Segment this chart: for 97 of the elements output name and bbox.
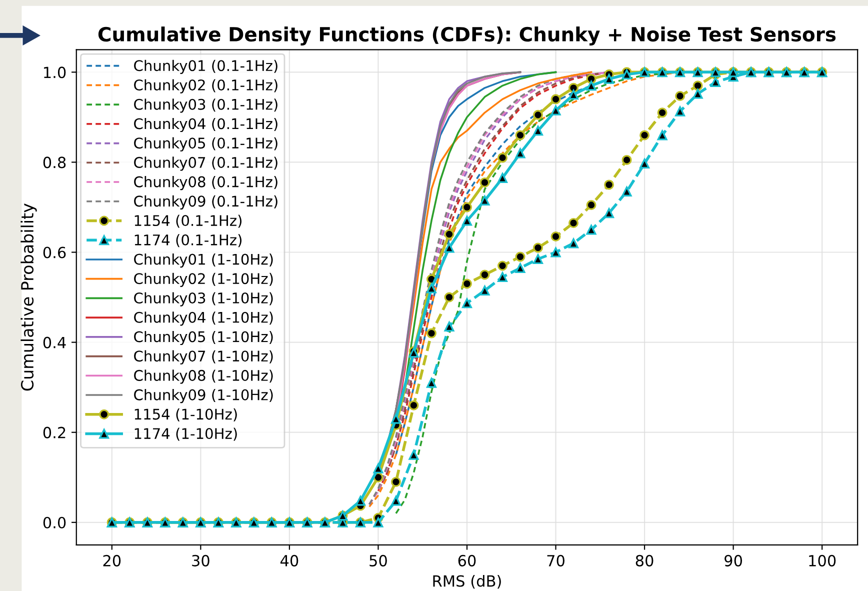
y-tick-label: 0.4 — [43, 336, 66, 348]
point — [515, 148, 526, 158]
point — [692, 80, 703, 91]
legend-label: Chunky09 (1-10Hz) — [134, 389, 273, 404]
point — [533, 110, 544, 120]
point — [373, 517, 384, 528]
point — [390, 414, 401, 424]
point — [622, 186, 632, 196]
point — [480, 177, 490, 188]
point — [408, 400, 419, 410]
x-tick-label: 60 — [458, 554, 476, 566]
y-tick-label: 0.6 — [43, 246, 66, 258]
x-axis-title: RMS (dB) — [433, 574, 501, 589]
point — [640, 130, 650, 140]
point — [586, 80, 596, 91]
x-tick-label: 100 — [809, 554, 836, 566]
point — [462, 278, 472, 289]
point — [550, 231, 561, 242]
legend-label: Chunky09 (0.1-1Hz) — [134, 195, 278, 210]
legend-label: Chunky05 (0.1-1Hz) — [134, 137, 278, 152]
point — [586, 224, 596, 235]
point — [692, 88, 703, 99]
x-tick-label: 30 — [192, 554, 210, 566]
point — [710, 77, 721, 88]
point — [444, 229, 454, 240]
point — [675, 106, 686, 116]
point — [515, 130, 526, 140]
y-tick-label: 0.0 — [43, 516, 66, 528]
point — [480, 270, 490, 280]
point — [497, 260, 508, 271]
point — [426, 378, 436, 388]
legend-label: Chunky01 (0.1-1Hz) — [134, 60, 278, 74]
legend-label: Chunky04 (0.1-1Hz) — [134, 118, 278, 132]
point — [604, 74, 614, 84]
x-tick-label: 50 — [370, 554, 387, 566]
point — [586, 200, 596, 210]
point — [497, 272, 508, 282]
y-tick-label: 0.2 — [43, 426, 66, 438]
legend-label: Chunky01 (1-10Hz) — [134, 253, 273, 268]
point — [550, 94, 561, 104]
point — [444, 292, 454, 302]
legend-label: Chunky08 (0.1-1Hz) — [134, 176, 278, 190]
legend-label: 1154 (1-10Hz) — [134, 408, 237, 422]
legend-label: Chunky04 (1-10Hz) — [134, 312, 273, 326]
point — [355, 496, 366, 506]
legend-label: 1174 (0.1-1Hz) — [134, 234, 242, 248]
point — [444, 242, 454, 253]
point — [462, 216, 472, 226]
y-tick-label: 1.0 — [44, 66, 66, 78]
point — [568, 90, 579, 100]
point — [390, 496, 401, 506]
point — [390, 476, 401, 487]
point — [568, 238, 579, 248]
point — [533, 126, 544, 136]
point — [408, 450, 419, 460]
point — [657, 108, 668, 118]
point — [515, 263, 526, 274]
point — [533, 242, 544, 253]
legend-label: 1174 (1-10Hz) — [134, 428, 237, 441]
point — [533, 254, 544, 264]
chart-title: Cumulative Density Functions (CDFs): Chunky + Noise Test Sensors — [98, 26, 836, 46]
point — [497, 152, 508, 163]
x-tick-label: 40 — [280, 554, 298, 566]
point — [462, 202, 472, 212]
point — [426, 328, 436, 338]
point — [426, 283, 436, 294]
point — [640, 158, 650, 169]
point — [550, 247, 561, 258]
point — [444, 322, 454, 332]
legend-label: Chunky07 (0.1-1Hz) — [134, 156, 278, 171]
x-tick-label: 20 — [103, 554, 121, 566]
legend-label: Chunky03 (0.1-1Hz) — [134, 98, 278, 113]
point — [373, 463, 384, 474]
point — [480, 195, 490, 206]
x-tick-label: 70 — [547, 554, 564, 566]
point — [515, 252, 526, 262]
point — [604, 208, 614, 218]
point — [480, 286, 490, 296]
legend-label: Chunky03 (1-10Hz) — [134, 292, 273, 306]
y-tick-label: 0.8 — [43, 156, 66, 168]
legend-label: Chunky05 (1-10Hz) — [134, 330, 273, 346]
legend-label: Chunky07 (1-10Hz) — [134, 350, 273, 364]
point — [550, 105, 561, 116]
y-axis-title: Cumulative Probability — [20, 204, 37, 391]
point — [604, 180, 614, 190]
point — [568, 218, 579, 228]
point — [622, 154, 632, 165]
point — [462, 298, 472, 308]
x-tick-label: 80 — [636, 554, 654, 566]
legend-label: Chunky08 (1-10Hz) — [134, 370, 273, 384]
legend-label: Chunky02 (0.1-1Hz) — [134, 79, 278, 94]
point — [675, 91, 686, 102]
legend-label: 1154 (0.1-1Hz) — [134, 214, 242, 228]
point — [497, 172, 508, 183]
point — [657, 130, 668, 140]
x-tick-label: 90 — [724, 554, 742, 566]
legend-label: Chunky02 (1-10Hz) — [134, 272, 273, 287]
